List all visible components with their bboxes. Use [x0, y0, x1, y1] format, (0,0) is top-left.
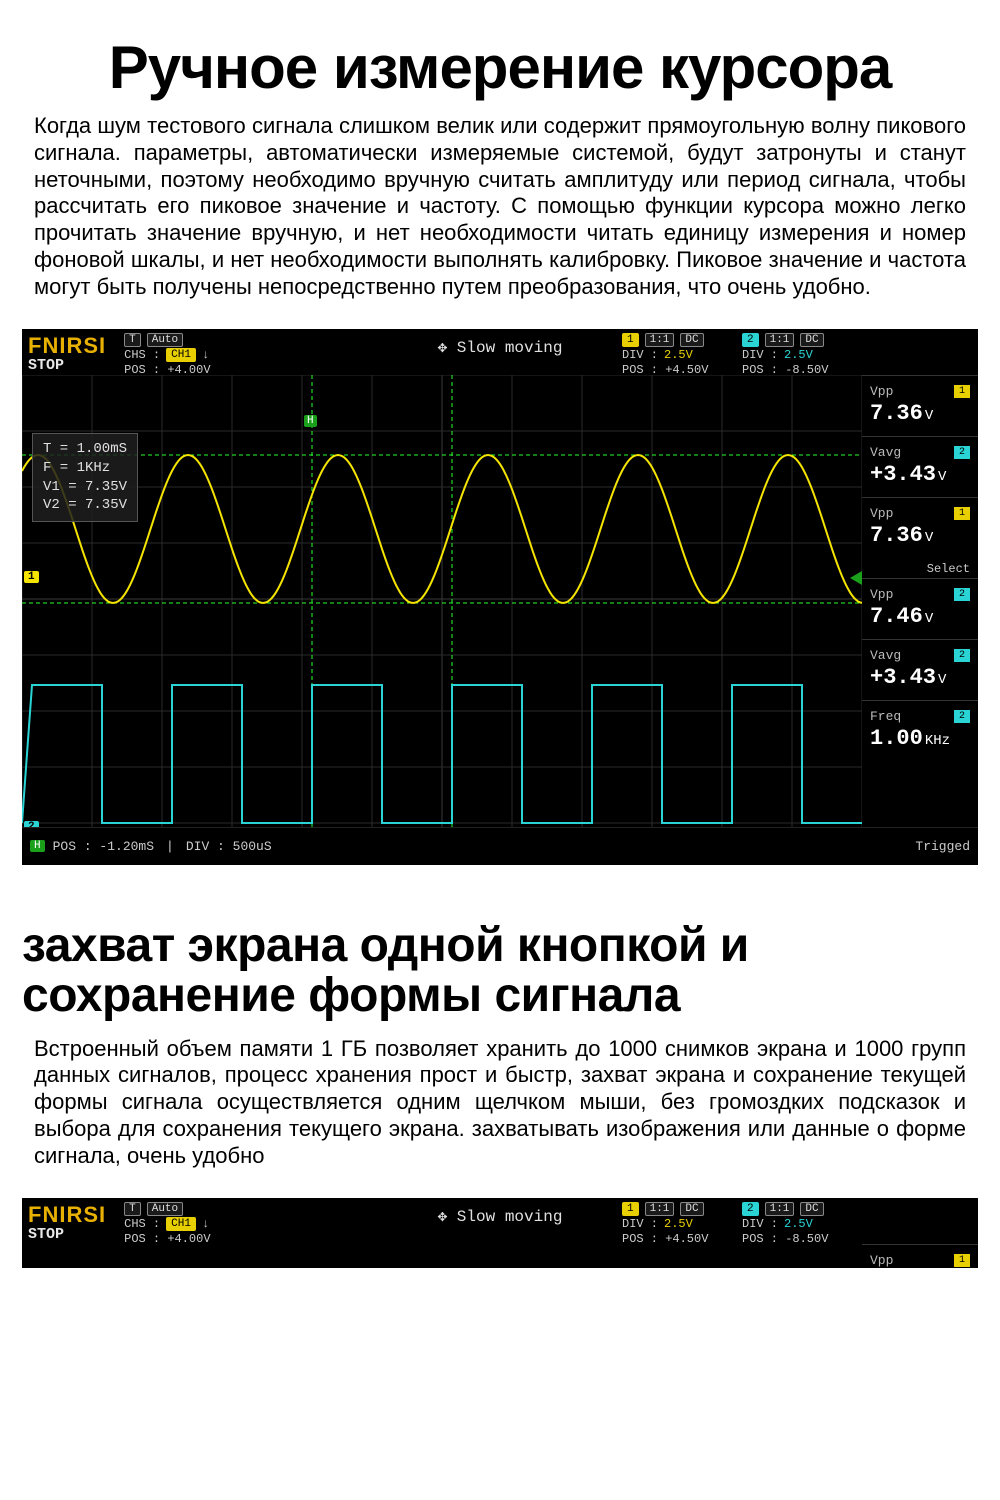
- ch2-div-label: DIV :: [742, 348, 778, 362]
- trig-chs-label: CHS :: [124, 348, 160, 362]
- ch2-ratio: 1:1: [765, 333, 795, 347]
- ch1-div-val: 2.5V: [664, 348, 693, 362]
- section1-body: Когда шум тестового сигнала слишком вели…: [34, 113, 966, 301]
- timebase-pos: POS : -1.20mS: [53, 839, 154, 854]
- section2-body: Встроенный объем памяти 1 ГБ позволяет х…: [34, 1036, 966, 1170]
- cursor-t: T = 1.00mS: [43, 440, 127, 459]
- trigger-status: Trigged: [915, 839, 970, 854]
- ch1-n: 1: [622, 333, 639, 347]
- waveform-svg: [22, 375, 862, 827]
- trig-ch: CH1: [166, 348, 196, 362]
- measurement-vavg-ch2: Vavg2+3.43V: [862, 639, 978, 700]
- trigger-level-marker: [850, 571, 862, 585]
- cursor-readout: T = 1.00mS F = 1KHz V1 = 7.35V V2 = 7.35…: [32, 433, 138, 523]
- ch2-div-val: 2.5V: [784, 348, 813, 362]
- ch2-group: 21:1DC DIV :2.5V POS : -8.50V: [742, 333, 828, 377]
- ch1-group: 11:1DC DIV :2.5V POS : +4.50V: [622, 333, 708, 377]
- oscilloscope-screen: FNIRSI TAuto CHS :CH1↓ POS : +4.00V ✥ Sl…: [22, 329, 978, 865]
- brand-logo: FNIRSI: [28, 333, 106, 359]
- brand-logo-2: FNIRSI: [28, 1202, 106, 1228]
- select-label: Select: [862, 558, 978, 578]
- timebase-h-badge: H: [30, 840, 45, 852]
- trig-mode: Auto: [147, 333, 183, 347]
- measurement-vpp-ch1: Vpp17.36V: [862, 497, 978, 558]
- oscilloscope-screen-2: FNIRSI TAuto CHS :CH1↓ POS : +4.00V ✥ Sl…: [22, 1198, 978, 1268]
- run-status: STOP: [28, 357, 64, 374]
- timebase-div: DIV : 500uS: [186, 839, 272, 854]
- ch1-marker: 1: [24, 571, 39, 583]
- measurement-vpp-ch2: Vpp27.46V: [862, 578, 978, 639]
- measurement-panel: Vpp17.36VVavg2+3.43VVpp17.36VSelectVpp27…: [862, 375, 978, 761]
- cursor-v1: V1 = 7.35V: [43, 478, 127, 497]
- ch1-ratio: 1:1: [645, 333, 675, 347]
- measurement-vpp-ch1: Vpp17.36V: [862, 1244, 978, 1268]
- trig-edge-icon: ↓: [202, 348, 209, 362]
- section2-title: захват экрана одной кнопкой и сохранение…: [22, 921, 978, 1022]
- waveform-plot: 1 2 H T = 1.00mS F = 1KHz V1 = 7.35V V2 …: [22, 375, 862, 827]
- trig-t-badge: T: [124, 333, 141, 347]
- trigger-group: TAuto CHS :CH1↓ POS : +4.00V: [124, 333, 210, 377]
- scope-mode-label: ✥ Slow moving: [438, 337, 563, 357]
- h-cursor-marker: H: [304, 415, 317, 427]
- ch2-coupling: DC: [800, 333, 823, 347]
- section1-title: Ручное измерение курсора: [22, 36, 978, 99]
- measurement-vavg-ch2: Vavg2+3.43V: [862, 436, 978, 497]
- scope-bottombar: H POS : -1.20mS | DIV : 500uS Trigged: [22, 827, 978, 865]
- ch1-coupling: DC: [680, 333, 703, 347]
- cursor-v2: V2 = 7.35V: [43, 496, 127, 515]
- ch1-div-label: DIV :: [622, 348, 658, 362]
- measurement-freq-ch2: Freq21.00KHz: [862, 700, 978, 761]
- cursor-f: F = 1KHz: [43, 459, 127, 478]
- ch2-n: 2: [742, 333, 759, 347]
- measurement-vpp-ch1: Vpp17.36V: [862, 375, 978, 436]
